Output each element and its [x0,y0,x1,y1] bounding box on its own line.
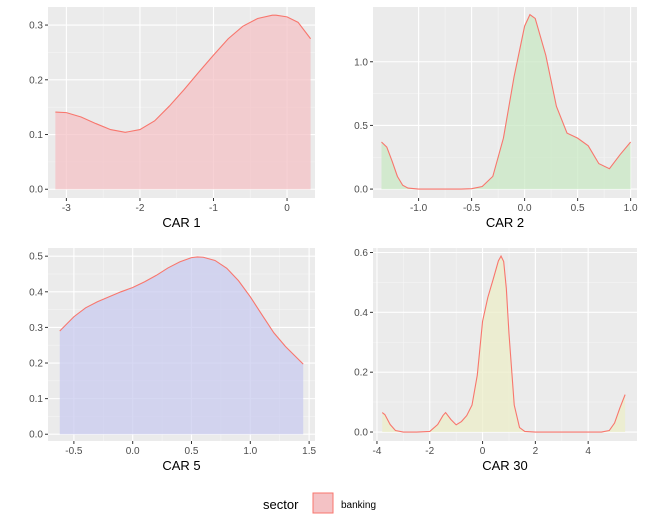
y-tick-label-0-1: 0.1 [29,130,43,141]
x-axis-label-car-3: CAR 5 [162,458,200,473]
density-line-car-1 [55,14,312,133]
x-tick-label-4: 4 [585,446,591,457]
x-tick-label-1-0: 1.0 [624,203,638,214]
x-tick-label-0-0: 0.0 [126,446,140,457]
x-tick-label-2: -2 [425,446,434,457]
x-tick-label-0-0: 0.0 [518,203,532,214]
x-tick-label-0: 0 [480,446,486,457]
y-tick-label-0-2: 0.2 [29,75,43,86]
x-tick-label-1: -1 [209,203,218,214]
density-line-car-4 [381,254,626,433]
x-tick-label-0-5: -0.5 [463,203,481,214]
y-tick-label-0-4: 0.4 [354,308,368,319]
density-area-car-2 [381,14,631,190]
legend: sector banking [263,492,376,514]
y-tick-label-0-5: 0.5 [354,121,368,132]
density-line-car-2 [381,13,632,190]
x-tick-label-1-0: 1.0 [243,446,257,457]
panel-car-2: -1.0 -0.5 0.0 0.5 1.0 0.0 0.5 1.0 CAR 2 [354,7,638,230]
y-tick-label-0-0: 0.0 [354,185,368,196]
x-tick-label-3: -3 [62,203,71,214]
x-tick-label-2: -2 [135,203,144,214]
x-tick-label-0: 0 [284,203,290,214]
legend-title: sector [263,497,299,512]
x-tick-label-0-5: -0.5 [65,446,83,457]
x-axis-label-car-1: CAR 1 [162,215,200,230]
y-tick-label-0-4: 0.4 [29,287,43,298]
x-tick-label-4: -4 [373,446,382,457]
legend-key [312,492,334,514]
x-tick-label-0-5: 0.5 [185,446,199,457]
y-tick-label-0-0: 0.0 [29,430,43,441]
density-area-car-1 [55,15,311,190]
y-tick-label-0-3: 0.3 [29,21,43,32]
y-tick-label-0-6: 0.6 [354,248,368,259]
y-tick-label-0-0: 0.0 [29,185,43,196]
y-tick-label-0-2: 0.2 [29,359,43,370]
x-tick-label-1-5: 1.5 [302,446,316,457]
x-tick-label-2: 2 [533,446,539,457]
y-tick-label-0-2: 0.2 [354,368,368,379]
y-tick-label-0-3: 0.3 [29,323,43,334]
y-tick-label-0-5: 0.5 [29,252,43,263]
panel-car-1: -3 -2 -1 0 0.0 0.1 0.2 0.3 CAR 1 [29,7,315,230]
density-area-car-4 [382,256,626,433]
panel-car-30: -4 -2 0 2 4 0.0 0.2 0.4 0.6 CAR 30 [354,248,637,473]
y-tick-label-0-0: 0.0 [354,428,368,439]
x-axis-label-car-4: CAR 30 [482,458,528,473]
x-tick-label-0-5: 0.5 [571,203,585,214]
density-area-car-3 [59,256,304,435]
x-tick-label-1-0: -1.0 [410,203,428,214]
legend-label: banking [341,500,376,511]
density-line-car-3 [59,256,304,365]
y-tick-label-0-1: 0.1 [29,394,43,405]
y-tick-label-1-0: 1.0 [354,57,368,68]
x-axis-label-car-2: CAR 2 [486,215,524,230]
